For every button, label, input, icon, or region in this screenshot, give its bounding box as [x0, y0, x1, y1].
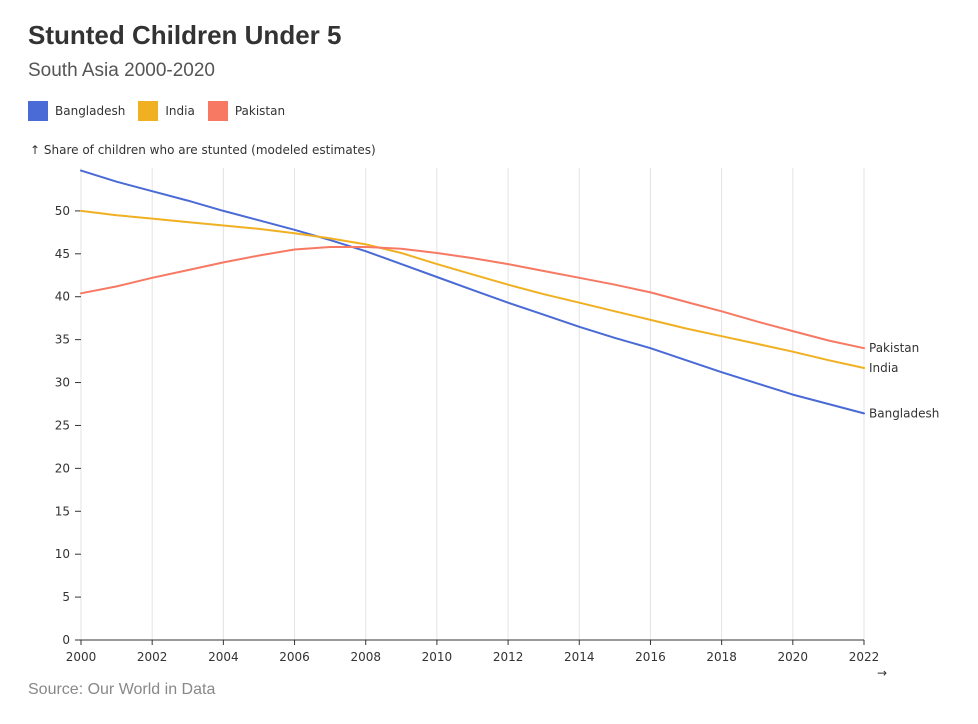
- legend-item-pakistan[interactable]: Pakistan: [207, 101, 286, 121]
- x-tick-label-2000: 2000: [66, 650, 97, 664]
- legend-swatch-pakistan: [207, 101, 228, 121]
- series-end-label-india: India: [869, 361, 898, 375]
- series-line-pakistan: [80, 246, 865, 350]
- y-tick-label-15: 15: [55, 504, 70, 518]
- y-tick-label-25: 25: [55, 418, 70, 432]
- legend-label-bangladesh: Bangladesh: [55, 104, 126, 118]
- y-tick-label-30: 30: [55, 376, 70, 390]
- y-tick-label-50: 50: [55, 204, 70, 218]
- x-tick-label-2014: 2014: [564, 650, 595, 664]
- legend-label-india: India: [165, 104, 195, 118]
- legend-swatch-bangladesh: [28, 101, 48, 121]
- x-tick-label-2010: 2010: [422, 650, 453, 664]
- series-end-label-pakistan: Pakistan: [869, 341, 919, 355]
- source-note: Source: Our World in Data: [28, 681, 216, 698]
- x-tick-label-2022: 2022: [849, 650, 880, 664]
- series-line-india: [80, 209, 865, 369]
- x-tick-label-2006: 2006: [279, 650, 310, 664]
- y-tick-label-20: 20: [55, 461, 70, 475]
- x-tick-label-2020: 2020: [778, 650, 809, 664]
- x-tick-label-2002: 2002: [137, 650, 168, 664]
- legend-label-pakistan: Pakistan: [234, 104, 286, 118]
- y-tick-label-45: 45: [55, 247, 70, 261]
- legend-item-india[interactable]: India: [138, 101, 195, 121]
- x-tick-label-2018: 2018: [706, 650, 737, 664]
- series-line-bangladesh: [80, 169, 865, 415]
- y-axis-label: ↑ Share of children who are stunted (mod…: [30, 143, 376, 157]
- y-tick-label-5: 5: [62, 590, 70, 604]
- y-tick-label-40: 40: [55, 290, 70, 304]
- x-tick-label-2008: 2008: [350, 650, 381, 664]
- y-tick-label-0: 0: [62, 633, 70, 647]
- x-axis-arrow: →: [877, 666, 887, 680]
- x-tick-label-2004: 2004: [208, 650, 239, 664]
- legend-swatch-india: [138, 101, 159, 121]
- x-tick-label-2012: 2012: [493, 650, 524, 664]
- y-tick-label-10: 10: [55, 547, 70, 561]
- chart-subtitle: South Asia 2000-2020: [28, 60, 215, 81]
- chart-title: Stunted Children Under 5: [28, 20, 342, 50]
- series-end-label-bangladesh: Bangladesh: [869, 406, 939, 420]
- y-tick-label-35: 35: [55, 333, 70, 347]
- legend: Bangladesh India Pakistan: [28, 101, 298, 121]
- x-tick-label-2016: 2016: [635, 650, 666, 664]
- legend-item-bangladesh[interactable]: Bangladesh: [28, 101, 125, 121]
